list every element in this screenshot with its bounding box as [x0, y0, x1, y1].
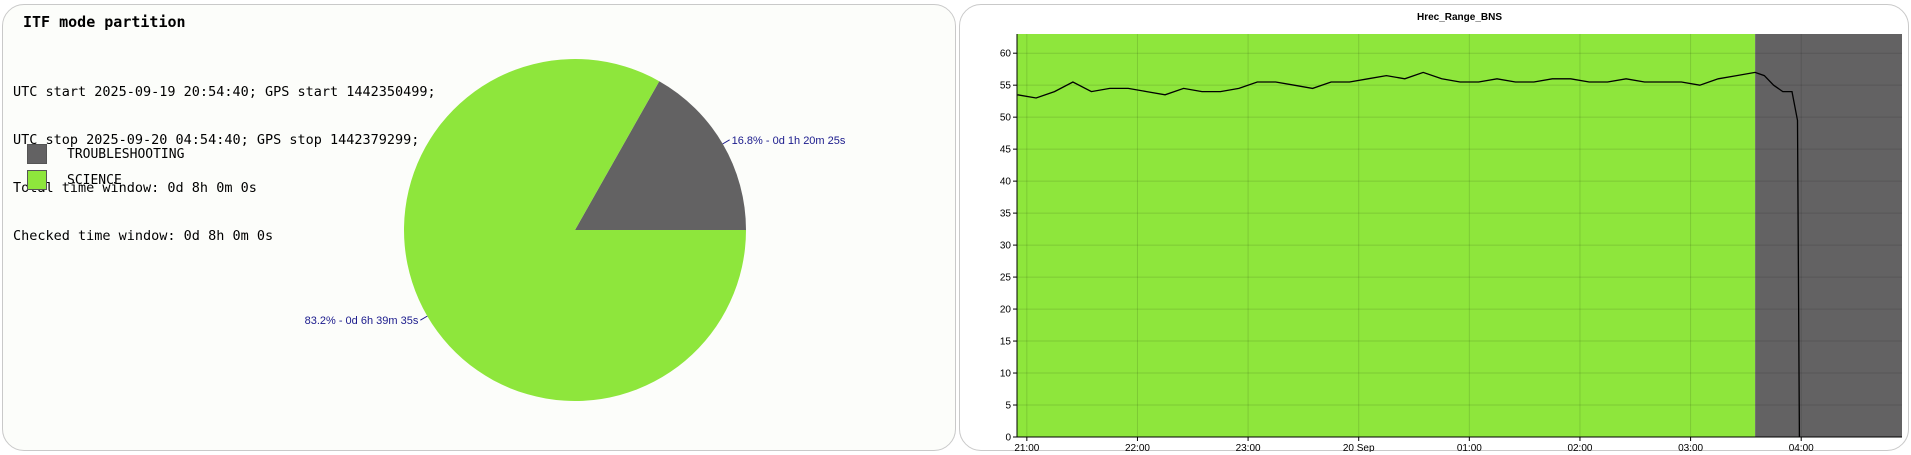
y-tick-label: 55	[1000, 81, 1012, 92]
pie-leader-line	[722, 139, 730, 145]
legend: TROUBLESHOOTING SCIENCE	[27, 141, 184, 193]
x-tick-label: 21:00	[1014, 443, 1039, 452]
y-tick-label: 40	[1000, 177, 1012, 188]
x-tick-label: 01:00	[1457, 443, 1482, 452]
range-series-line	[1017, 71, 1801, 438]
legend-item-science: SCIENCE	[27, 167, 184, 193]
pie-slice-label: 16.8% - 0d 1h 20m 25s	[732, 135, 846, 147]
pie-chart: 16.8% - 0d 1h 20m 25s 83.2% - 0d 6h 39m 3…	[305, 59, 846, 402]
y-tick-label: 35	[1000, 209, 1012, 220]
pie-leader-line	[420, 315, 428, 321]
range-chart-panel: Hrec_Range_BNS 0 5 10 15 20 25 30 35 40 45 50 55 60 21…	[959, 4, 1909, 452]
pie-slice	[403, 59, 746, 402]
x-tick-label: 20 Sep	[1343, 443, 1375, 452]
time-info: UTC start 2025-09-19 20:54:40; GPS start…	[13, 52, 436, 276]
mode-partition-panel: ITF mode partition UTC start 2025-09-19 …	[2, 4, 956, 451]
pie-slice-label: 83.2% - 0d 6h 39m 35s	[305, 315, 419, 327]
y-tick-label: 0	[1005, 433, 1011, 444]
y-tick-label: 30	[1000, 241, 1012, 252]
legend-item-troubleshooting: TROUBLESHOOTING	[27, 141, 184, 167]
info-line: UTC stop 2025-09-20 04:54:40; GPS stop 1…	[13, 132, 420, 148]
x-tick-label: 04:00	[1789, 443, 1814, 452]
info-line: Total time window: 0d 8h 0m 0s	[13, 180, 257, 196]
legend-swatch	[27, 170, 47, 190]
y-tick-label: 25	[1000, 273, 1012, 284]
info-line: UTC start 2025-09-19 20:54:40; GPS start…	[13, 84, 436, 100]
x-tick-label: 03:00	[1678, 443, 1703, 452]
x-tick-label: 02:00	[1567, 443, 1592, 452]
x-tick-label: 23:00	[1236, 443, 1261, 452]
legend-label: SCIENCE	[67, 172, 122, 188]
info-line: Checked time window: 0d 8h 0m 0s	[13, 228, 274, 244]
chart-title: Hrec_Range_BNS	[1417, 12, 1502, 23]
legend-swatch	[27, 144, 47, 164]
y-tick-label: 5	[1005, 401, 1011, 412]
pie-slice	[575, 81, 746, 230]
legend-label: TROUBLESHOOTING	[67, 146, 185, 162]
y-tick-label: 20	[1000, 305, 1012, 316]
y-tick-label: 60	[1000, 49, 1012, 60]
y-tick-label: 15	[1000, 337, 1012, 348]
panel-title: ITF mode partition	[23, 13, 186, 31]
mode-band	[1017, 34, 1756, 437]
mode-band	[1755, 34, 1902, 437]
line-chart: Hrec_Range_BNS 0 5 10 15 20 25 30 35 40 45 50 55 60 21…	[1000, 12, 1902, 452]
y-tick-label: 10	[1000, 369, 1012, 380]
x-tick-label: 22:00	[1125, 443, 1150, 452]
y-tick-label: 50	[1000, 113, 1012, 124]
y-tick-label: 45	[1000, 145, 1012, 156]
